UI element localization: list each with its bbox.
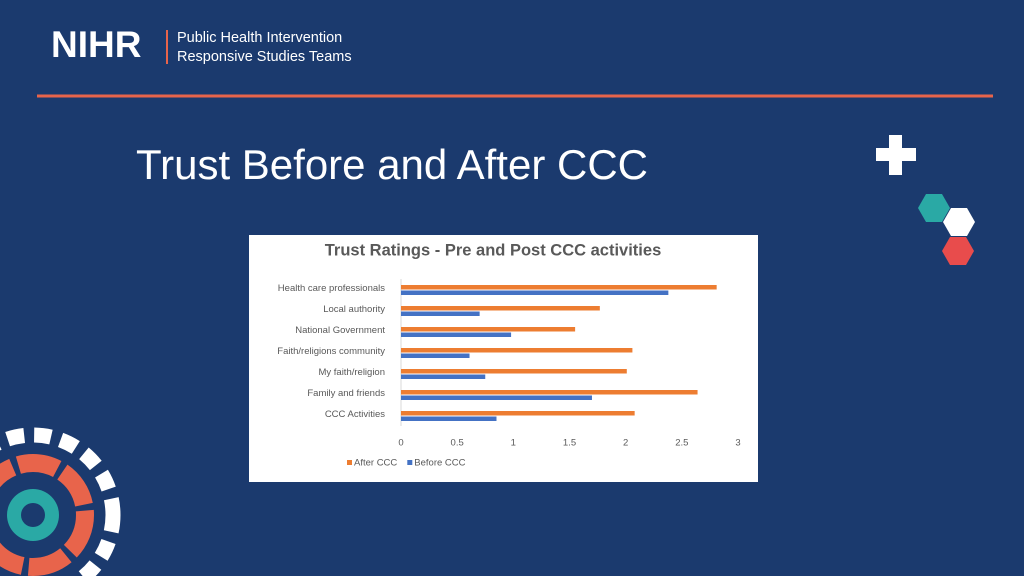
y-tick-label: My faith/religion	[318, 367, 385, 378]
x-tick-label: 2.5	[675, 438, 688, 449]
bar	[401, 390, 698, 395]
bar	[401, 411, 635, 416]
y-tick-label: Health care professionals	[278, 283, 385, 294]
bar	[401, 290, 669, 295]
legend-swatch	[347, 460, 352, 465]
x-tick-label: 2	[623, 438, 628, 449]
bar	[401, 374, 486, 379]
organisation-line: Public Health Intervention	[177, 30, 342, 46]
x-tick-label: 1.5	[563, 438, 576, 449]
x-tick-label: 0	[398, 438, 403, 449]
bar	[401, 306, 600, 311]
y-tick-label: Family and friends	[307, 388, 385, 399]
bar	[401, 332, 512, 337]
bar	[401, 311, 480, 316]
legend-swatch	[407, 460, 413, 465]
target-decoration	[0, 427, 121, 576]
y-tick-label: National Government	[295, 325, 385, 336]
x-tick-label: 0.5	[451, 438, 464, 449]
bar	[401, 353, 470, 358]
bar	[401, 369, 627, 374]
bar	[401, 348, 633, 353]
slide-title: Trust Before and After CCC	[136, 141, 648, 188]
bar	[401, 285, 717, 290]
hexagons	[918, 194, 975, 265]
plus-icon	[876, 135, 916, 175]
chart-title: Trust Ratings - Pre and Post CCC activit…	[325, 241, 662, 259]
organisation-line: Responsive Studies Teams	[177, 49, 352, 65]
y-tick-label: CCC Activities	[325, 409, 385, 420]
chart: Trust Ratings - Pre and Post CCC activit…	[277, 241, 740, 468]
legend-label: After CCC	[354, 458, 397, 469]
legend-label: Before CCC	[414, 458, 465, 469]
logo: NIHR	[51, 24, 141, 65]
x-tick-label: 1	[511, 438, 516, 449]
chart-background	[249, 235, 758, 482]
bar	[401, 327, 576, 332]
bar	[401, 416, 497, 421]
y-tick-label: Faith/religions community	[277, 346, 385, 357]
bar	[401, 395, 592, 400]
y-tick-label: Local authority	[323, 304, 385, 315]
x-tick-label: 3	[735, 438, 740, 449]
